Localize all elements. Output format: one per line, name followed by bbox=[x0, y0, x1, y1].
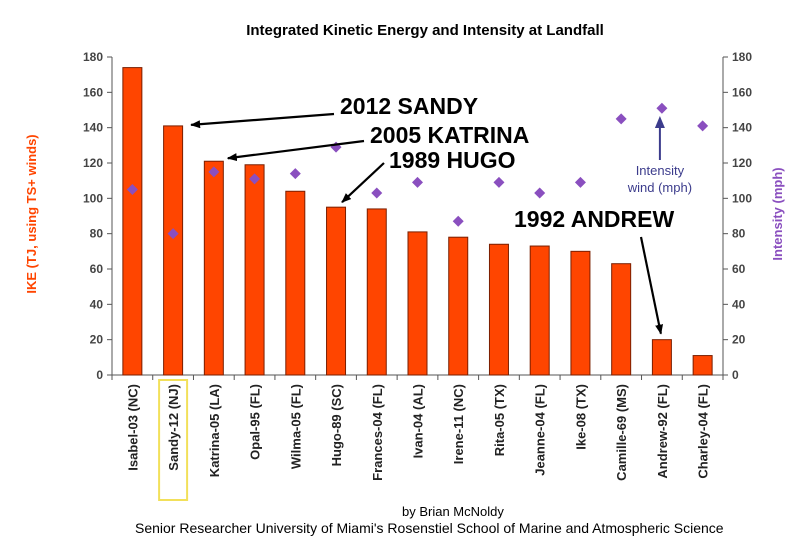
left-tick-label: 160 bbox=[83, 85, 103, 99]
intensity-marker bbox=[126, 184, 138, 195]
right-tick-label: 0 bbox=[732, 368, 739, 382]
arrow-hugo bbox=[341, 162, 385, 203]
annotation-andrew: 1992 ANDREW bbox=[514, 206, 674, 232]
credit-affiliation: Senior Researcher University of Miami's … bbox=[135, 520, 724, 536]
annotation-sandy: 2012 SANDY bbox=[340, 93, 478, 119]
annotation-hugo: 1989 HUGO bbox=[389, 147, 516, 173]
left-tick-label: 140 bbox=[83, 121, 103, 135]
x-category-label: Jeanne-04 (FL) bbox=[533, 384, 548, 476]
left-tick-label: 60 bbox=[90, 262, 104, 276]
x-category-label: Camille-69 (MS) bbox=[614, 384, 629, 481]
x-category-label: Opal-95 (FL) bbox=[248, 384, 263, 460]
right-tick-label: 100 bbox=[732, 191, 752, 205]
left-tick-label: 100 bbox=[83, 191, 103, 205]
ike-bar bbox=[285, 190, 306, 376]
ike-bar bbox=[407, 231, 428, 376]
intensity-marker bbox=[534, 187, 546, 199]
left-tick-label: 80 bbox=[90, 227, 104, 241]
arrow-katrina bbox=[226, 139, 365, 162]
intensity-marker bbox=[574, 176, 586, 188]
left-tick-label: 120 bbox=[83, 156, 103, 170]
x-category-label: Ike-08 (TX) bbox=[573, 384, 588, 450]
ike-bar bbox=[692, 355, 713, 376]
x-category-label: Hugo-89 (SC) bbox=[329, 384, 344, 466]
arrow-andrew bbox=[639, 236, 664, 335]
right-tick-label: 80 bbox=[732, 227, 746, 241]
intensity-marker bbox=[697, 120, 709, 132]
ike-bar bbox=[244, 164, 265, 376]
highlight-box bbox=[158, 379, 189, 501]
right-tick-label: 180 bbox=[732, 50, 752, 64]
chart-title: Integrated Kinetic Energy and Intensity … bbox=[246, 22, 604, 39]
intensity-marker bbox=[249, 173, 261, 185]
left-tick-label: 40 bbox=[90, 297, 104, 311]
left-tick-label: 20 bbox=[90, 333, 104, 347]
ike-bar bbox=[163, 125, 184, 376]
x-category-label: Irene-11 (NC) bbox=[451, 384, 466, 464]
intensity-marker bbox=[493, 176, 505, 188]
x-category-label: Isabel-03 (NC) bbox=[125, 384, 140, 471]
right-tick-label: 140 bbox=[732, 121, 752, 135]
intensity-marker bbox=[615, 113, 627, 125]
right-axis-label: Intensity (mph) bbox=[770, 167, 785, 260]
intensity-note-line1: Intensity bbox=[636, 163, 685, 178]
ike-bar bbox=[570, 250, 591, 376]
ike-bar bbox=[651, 339, 672, 376]
intensity-marker bbox=[656, 102, 668, 114]
ike-bar bbox=[448, 236, 469, 376]
ike-bar bbox=[529, 245, 550, 376]
left-tick-label: 180 bbox=[83, 50, 103, 64]
intensity-note-line2: wind (mph) bbox=[627, 180, 692, 195]
ike-bar bbox=[611, 263, 632, 376]
x-category-label: Charley-04 (FL) bbox=[696, 384, 711, 479]
credit-author: by Brian McNoldy bbox=[402, 504, 504, 519]
ike-bar bbox=[203, 160, 224, 376]
x-category-label: Ivan-04 (AL) bbox=[411, 384, 426, 458]
annotation-katrina: 2005 KATRINA bbox=[370, 122, 529, 148]
arrow-sandy bbox=[190, 112, 335, 129]
intensity-marker bbox=[167, 228, 179, 240]
ike-bar bbox=[326, 206, 347, 376]
right-tick-label: 20 bbox=[732, 333, 746, 347]
right-tick-label: 160 bbox=[732, 85, 752, 99]
left-tick-label: 0 bbox=[96, 368, 103, 382]
left-axis-label: IKE (TJ, using TS+ winds) bbox=[24, 134, 39, 293]
intensity-marker bbox=[208, 166, 220, 178]
intensity-marker bbox=[412, 176, 423, 188]
x-category-label: Andrew-92 (FL) bbox=[655, 384, 670, 479]
x-category-label: Frances-04 (FL) bbox=[370, 384, 385, 481]
ike-bar bbox=[366, 208, 387, 376]
x-category-label: Katrina-05 (LA) bbox=[207, 384, 222, 477]
intensity-note-arrowhead bbox=[654, 116, 665, 128]
x-category-label: Rita-05 (TX) bbox=[492, 384, 507, 456]
right-tick-label: 120 bbox=[732, 156, 752, 170]
intensity-marker bbox=[371, 187, 383, 199]
x-category-label: Sandy-12 (NJ) bbox=[166, 384, 181, 471]
right-tick-label: 60 bbox=[732, 262, 746, 276]
right-tick-label: 40 bbox=[732, 297, 746, 311]
intensity-marker bbox=[452, 215, 464, 227]
ike-bar bbox=[122, 67, 143, 376]
x-category-label: Wilma-05 (FL) bbox=[288, 384, 303, 469]
ike-bar bbox=[488, 243, 509, 376]
intensity-marker bbox=[289, 168, 301, 180]
